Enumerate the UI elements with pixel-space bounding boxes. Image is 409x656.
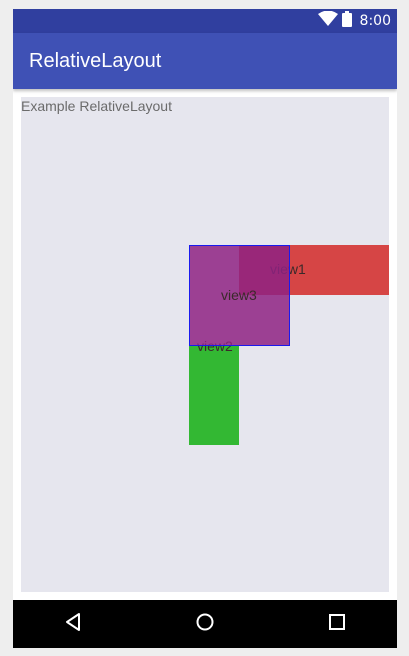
status-bar: 8:00	[13, 9, 397, 33]
view3-label: view3	[221, 287, 257, 303]
app-title: RelativeLayout	[29, 50, 162, 72]
device-screen: 8:00 RelativeLayout Example RelativeLayo…	[13, 9, 397, 648]
view2-box: view2	[189, 338, 239, 445]
wifi-icon	[317, 10, 338, 31]
view3-box: view3	[189, 245, 290, 346]
navigation-bar	[13, 600, 397, 648]
back-icon	[63, 612, 83, 636]
status-icons: 8:00	[317, 9, 391, 33]
home-icon	[195, 612, 215, 636]
battery-icon	[341, 11, 352, 31]
home-button[interactable]	[193, 612, 217, 636]
recents-button[interactable]	[325, 612, 349, 636]
status-time: 8:00	[359, 13, 391, 29]
back-button[interactable]	[61, 612, 85, 636]
app-bar: RelativeLayout	[13, 33, 397, 89]
recents-icon	[328, 613, 346, 635]
example-caption: Example RelativeLayout	[21, 98, 172, 114]
relative-layout-container: Example RelativeLayout view1 view2 view3	[21, 97, 389, 592]
